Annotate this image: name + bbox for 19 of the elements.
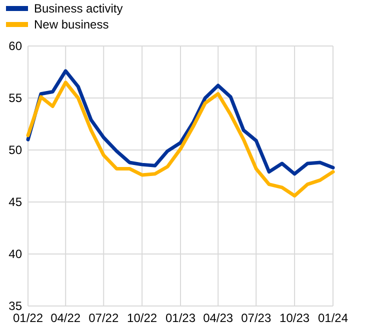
x-tick-label: 01/24 xyxy=(318,311,348,325)
line-series xyxy=(26,69,335,176)
y-tick-label: 55 xyxy=(8,91,22,106)
legend-label: New business xyxy=(34,18,109,32)
x-tick-label: 10/22 xyxy=(127,311,158,325)
x-tick-label: 01/22 xyxy=(12,311,44,325)
y-tick-label: 50 xyxy=(8,143,22,158)
x-tick-label: 04/23 xyxy=(203,311,234,325)
y-tick-label: 35 xyxy=(8,299,22,314)
legend-label: Business activity xyxy=(34,2,123,16)
y-tick-label: 40 xyxy=(8,247,22,262)
y-tick-label: 60 xyxy=(8,39,22,54)
x-tick-label: 07/23 xyxy=(241,311,272,325)
y-tick-label: 45 xyxy=(8,195,22,210)
line-series xyxy=(26,80,335,198)
x-tick-label: 07/22 xyxy=(88,311,119,325)
x-tick-label: 04/22 xyxy=(50,311,81,325)
x-tick-label: 10/23 xyxy=(280,311,310,325)
x-tick-label: 01/23 xyxy=(165,311,196,325)
